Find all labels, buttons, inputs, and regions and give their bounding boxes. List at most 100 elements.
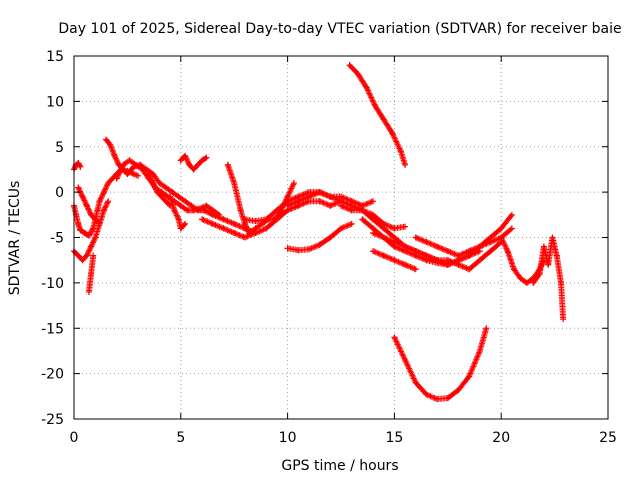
data-point: [397, 148, 404, 155]
data-point: [88, 270, 95, 277]
data-point: [348, 220, 355, 227]
data-point: [103, 136, 110, 143]
data-point: [197, 205, 204, 212]
data-point: [380, 234, 387, 241]
data-point: [483, 325, 490, 332]
data-point: [90, 252, 97, 259]
data-point: [111, 152, 118, 159]
data-point: [263, 216, 270, 223]
data-point: [209, 220, 216, 227]
data-point: [182, 152, 189, 159]
data-point: [88, 211, 95, 218]
data-point: [273, 207, 280, 214]
data-point: [77, 227, 84, 234]
data-point: [220, 225, 227, 232]
data-point: [455, 386, 462, 393]
x-axis-label: GPS time / hours: [281, 458, 398, 474]
data-point: [75, 184, 82, 191]
data-point: [545, 261, 552, 268]
data-point: [79, 193, 86, 200]
data-point: [150, 180, 157, 187]
data-point: [126, 157, 133, 164]
data-point: [85, 288, 92, 295]
data-point: [423, 391, 430, 398]
data-point: [182, 198, 189, 205]
data-point: [316, 189, 323, 196]
data-point: [434, 257, 441, 264]
data-point: [96, 220, 103, 227]
data-point: [124, 170, 131, 177]
data-point: [75, 160, 82, 167]
y-tick-label: 0: [55, 185, 64, 201]
data-point: [487, 248, 494, 255]
data-point: [169, 189, 176, 196]
data-point: [284, 202, 291, 209]
data-point: [167, 193, 174, 200]
data-point: [231, 229, 238, 236]
x-tick-label: 25: [599, 430, 617, 446]
y-tick-label: -5: [50, 231, 64, 247]
data-point: [363, 84, 370, 91]
data-point: [120, 161, 127, 168]
data-point: [560, 316, 567, 323]
data-point: [327, 193, 334, 200]
data-point: [75, 252, 82, 259]
series-5: [75, 184, 103, 227]
data-point: [216, 211, 223, 218]
data-point: [209, 207, 216, 214]
data-point: [96, 198, 103, 205]
data-point: [412, 379, 419, 386]
data-point: [504, 248, 511, 255]
series-14: [284, 189, 409, 232]
data-point: [263, 225, 270, 232]
data-point: [402, 223, 409, 230]
data-point: [182, 220, 189, 227]
data-point: [523, 279, 530, 286]
data-point: [316, 241, 323, 248]
data-point: [558, 279, 565, 286]
data-point: [273, 216, 280, 223]
grid-lines: [74, 56, 608, 419]
data-point: [113, 175, 120, 182]
series-12: [199, 198, 344, 241]
data-point: [135, 172, 142, 179]
x-tick-label: 10: [279, 430, 297, 446]
data-point: [355, 71, 362, 78]
data-point: [252, 229, 259, 236]
data-point: [171, 207, 178, 214]
data-point: [402, 357, 409, 364]
data-point: [434, 243, 441, 250]
chart-title: Day 101 of 2025, Sidereal Day-to-day VTE…: [58, 21, 621, 37]
data-point: [370, 216, 377, 223]
data-point: [327, 234, 334, 241]
data-point: [359, 207, 366, 214]
data-point: [295, 198, 302, 205]
data-point: [132, 161, 139, 168]
data-point: [370, 198, 377, 205]
data-layer: [71, 62, 567, 403]
data-point: [380, 116, 387, 123]
data-point: [511, 266, 518, 273]
data-point: [203, 154, 210, 161]
data-point: [402, 261, 409, 268]
series-9: [167, 193, 189, 232]
data-point: [85, 232, 92, 239]
data-point: [540, 243, 547, 250]
data-point: [194, 161, 201, 168]
data-point: [444, 257, 451, 264]
data-point: [199, 216, 206, 223]
data-point: [130, 170, 137, 177]
data-point: [145, 170, 152, 177]
series-22: [530, 234, 567, 323]
data-point: [175, 216, 182, 223]
data-point: [237, 207, 244, 214]
data-point: [284, 245, 291, 252]
data-point: [372, 102, 379, 109]
data-point: [391, 334, 398, 341]
data-point: [391, 239, 398, 246]
series-4: [85, 252, 97, 295]
data-point: [139, 166, 146, 173]
data-point: [199, 157, 206, 164]
